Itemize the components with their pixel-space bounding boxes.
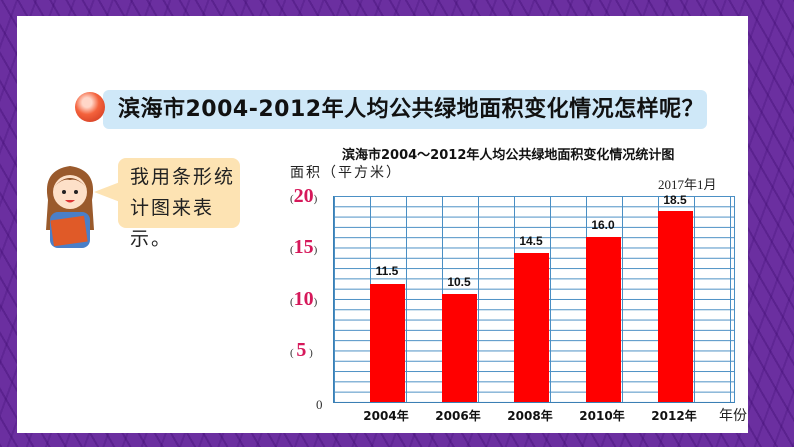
x-tick-2008: 2008年 — [507, 409, 553, 423]
bar-2010 — [586, 237, 621, 402]
bar-value-2006: 10.5 — [447, 275, 471, 289]
y-tick-20: (20) — [290, 185, 318, 207]
chart-date: 2017年1月 — [658, 177, 717, 192]
x-tick-2010: 2010年 — [579, 409, 625, 423]
plot-area — [333, 196, 735, 403]
girl-reading-icon — [46, 166, 94, 248]
bar-2006 — [442, 294, 477, 402]
question-banner — [103, 90, 707, 129]
x-axis-label: 年份 — [719, 408, 747, 424]
y-tick-10: (10) — [290, 288, 318, 310]
bar-value-2010: 16.0 — [591, 218, 615, 232]
x-tick-2006: 2006年 — [435, 409, 481, 423]
speech-bubble — [94, 158, 240, 228]
bar-2012 — [658, 211, 693, 402]
speech-line-1: 我用条形统 — [130, 166, 236, 188]
x-tick-2012: 2012年 — [651, 409, 697, 423]
y-axis-label: 面积（平方米） — [290, 165, 402, 181]
bar-2008 — [514, 253, 549, 402]
speech-text: 我用条形统 计图来表示。 — [130, 162, 250, 255]
speech-line-2: 计图来表示。 — [130, 197, 215, 250]
bar-2004 — [370, 284, 405, 402]
ball-bullet-icon — [75, 92, 105, 122]
question-text: 滨海市2004-2012年人均公共绿地面积变化情况怎样呢？ — [118, 97, 705, 122]
bar-value-2008: 14.5 — [519, 234, 543, 248]
y-tick-0: 0 — [316, 397, 323, 412]
bar-value-2012: 18.5 — [663, 193, 687, 207]
y-tick-15: (15) — [290, 236, 318, 258]
y-tick-5: ( 5 ) — [290, 339, 313, 361]
chart-title: 滨海市2004～2012年人均公共绿地面积变化情况统计图 — [342, 148, 675, 163]
bar-value-2004: 11.5 — [375, 264, 399, 278]
x-tick-2004: 2004年 — [363, 409, 409, 423]
